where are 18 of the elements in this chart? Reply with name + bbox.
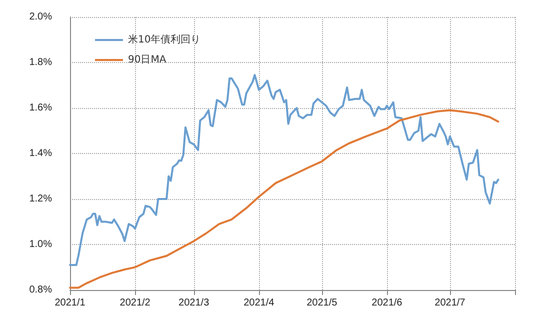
legend-label: 90日MA xyxy=(128,54,166,66)
x-tick-label: 2021/3 xyxy=(178,298,210,308)
y-tick-label: 0.8% xyxy=(29,284,52,296)
legend-label: 米10年債利回り xyxy=(128,34,201,46)
line-series xyxy=(69,74,500,266)
y-tick-label: 1.4% xyxy=(29,148,52,159)
x-tick-label: 2021/6 xyxy=(372,298,403,308)
y-tick-label: 1.0% xyxy=(29,239,52,250)
y-tick-label: 2.0% xyxy=(29,12,52,22)
x-tick-label: 2021/1 xyxy=(54,298,86,308)
line-series xyxy=(69,109,500,289)
x-tick-label: 2021/7 xyxy=(434,298,466,308)
y-tick-label: 1.2% xyxy=(29,194,52,204)
y-tick-label: 1.8% xyxy=(29,57,52,68)
y-tick-label: 1.6% xyxy=(29,102,52,114)
x-tick-label: 2021/2 xyxy=(120,298,151,308)
x-tick-label: 2021/4 xyxy=(244,298,275,308)
x-tick-label: 2021/5 xyxy=(306,298,338,308)
